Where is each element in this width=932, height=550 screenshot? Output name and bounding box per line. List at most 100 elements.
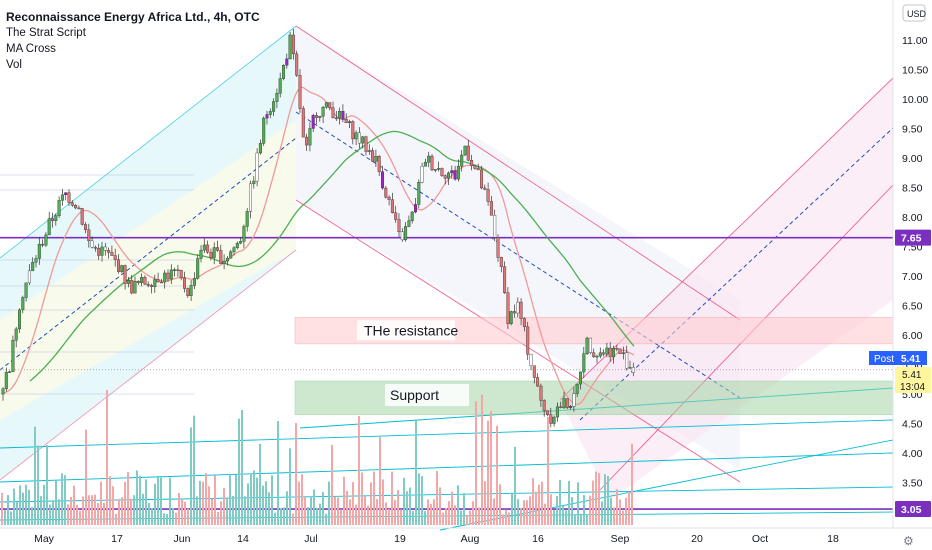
candle-body bbox=[126, 279, 130, 284]
indicator-ma-cross[interactable]: MA Cross bbox=[6, 43, 56, 55]
volume-bar bbox=[505, 509, 507, 525]
volume-bar bbox=[628, 491, 630, 525]
volume-bar bbox=[508, 512, 510, 525]
candle-body bbox=[374, 155, 378, 162]
volume-bar bbox=[595, 471, 597, 525]
volume-bar bbox=[541, 481, 543, 525]
candle bbox=[202, 238, 206, 254]
candle-body bbox=[602, 352, 606, 355]
volume-bar bbox=[385, 502, 387, 525]
candle-body bbox=[24, 282, 28, 298]
volume-bar bbox=[193, 415, 195, 525]
volume-bar bbox=[592, 480, 594, 525]
candle bbox=[480, 165, 484, 190]
candle-body bbox=[437, 168, 441, 170]
volume-bar bbox=[91, 495, 93, 525]
candle bbox=[400, 228, 404, 242]
volume-bar bbox=[244, 496, 246, 525]
volume-bar bbox=[130, 498, 132, 525]
candle bbox=[417, 179, 421, 209]
candle-body bbox=[513, 311, 517, 314]
post-badge-bg bbox=[869, 351, 927, 365]
candle bbox=[447, 171, 451, 185]
candle bbox=[470, 154, 474, 171]
symbol-title[interactable]: Reconnaissance Energy Africa Ltd., 4h, O… bbox=[6, 10, 260, 24]
candle-body bbox=[536, 377, 540, 387]
candle-body bbox=[189, 285, 193, 296]
candle bbox=[159, 279, 163, 284]
resistance-label-bg bbox=[357, 320, 455, 341]
volume-bar bbox=[283, 507, 285, 525]
candle bbox=[315, 112, 319, 125]
volume-bar bbox=[457, 485, 459, 525]
volume-bar bbox=[22, 492, 24, 525]
candle bbox=[476, 163, 480, 171]
candle-body bbox=[367, 150, 371, 152]
candle-body bbox=[140, 277, 144, 283]
volume-bar bbox=[148, 503, 150, 525]
volume-bar bbox=[265, 481, 267, 525]
candle bbox=[344, 113, 348, 124]
candle bbox=[149, 283, 153, 294]
candle bbox=[83, 222, 87, 234]
indicator-strat-script[interactable]: The Strat Script bbox=[6, 27, 86, 39]
candle bbox=[97, 243, 101, 261]
volume-bar bbox=[190, 427, 192, 525]
candle-body bbox=[21, 297, 25, 311]
x-tick-label-2: Jun bbox=[174, 533, 191, 545]
indicator-vol[interactable]: Vol bbox=[6, 59, 22, 71]
pitchfork-upper bbox=[559, 77, 894, 401]
volume-bar bbox=[97, 503, 99, 525]
x-tick-label-10: Oct bbox=[752, 533, 768, 545]
candle bbox=[588, 337, 592, 355]
candle bbox=[93, 245, 97, 252]
volume-bar bbox=[223, 487, 225, 525]
candle bbox=[450, 165, 454, 179]
candle-body bbox=[305, 136, 309, 146]
candle-body bbox=[509, 311, 513, 324]
candle bbox=[133, 276, 137, 294]
y-tick-label-2: 10.00 bbox=[902, 94, 928, 106]
candle bbox=[143, 275, 147, 286]
candle-body bbox=[291, 34, 295, 55]
volume-bar bbox=[208, 486, 210, 525]
candle bbox=[529, 353, 533, 370]
candle-body bbox=[311, 115, 315, 129]
volume-bar bbox=[211, 498, 213, 525]
currency-button[interactable]: USD bbox=[902, 4, 927, 22]
candle bbox=[126, 276, 130, 288]
volume-bar bbox=[16, 502, 18, 525]
candle-body bbox=[173, 269, 177, 271]
volume-bar bbox=[400, 509, 402, 525]
post-value: 5.41 bbox=[901, 354, 921, 365]
candle-body bbox=[27, 270, 31, 284]
candle bbox=[215, 240, 219, 252]
candle bbox=[156, 272, 160, 283]
candle-body bbox=[229, 251, 233, 259]
candle bbox=[387, 195, 391, 206]
candle bbox=[377, 155, 381, 176]
candle bbox=[1, 387, 5, 401]
candle bbox=[565, 398, 569, 409]
candle bbox=[612, 345, 616, 364]
candle-body bbox=[423, 161, 427, 167]
volume-bar bbox=[163, 513, 165, 525]
level-badge-upper: 7.65 bbox=[901, 233, 922, 245]
candle bbox=[430, 154, 434, 172]
level-badge-upper-bg bbox=[895, 229, 931, 246]
candle-body bbox=[400, 231, 404, 241]
volume-bar bbox=[472, 501, 474, 525]
candle bbox=[331, 101, 335, 119]
y-tick-label-0: 11.00 bbox=[902, 35, 928, 47]
volume-bar bbox=[364, 496, 366, 525]
volume-bar bbox=[607, 475, 609, 525]
x-tick-label-5: 19 bbox=[394, 533, 406, 545]
volume-bar bbox=[151, 508, 153, 525]
candle-body bbox=[328, 102, 332, 108]
volume-bar bbox=[343, 476, 345, 525]
candle-body bbox=[381, 171, 385, 189]
candle-body bbox=[120, 265, 124, 272]
volume-bar bbox=[154, 483, 156, 525]
candle-body bbox=[209, 251, 213, 258]
